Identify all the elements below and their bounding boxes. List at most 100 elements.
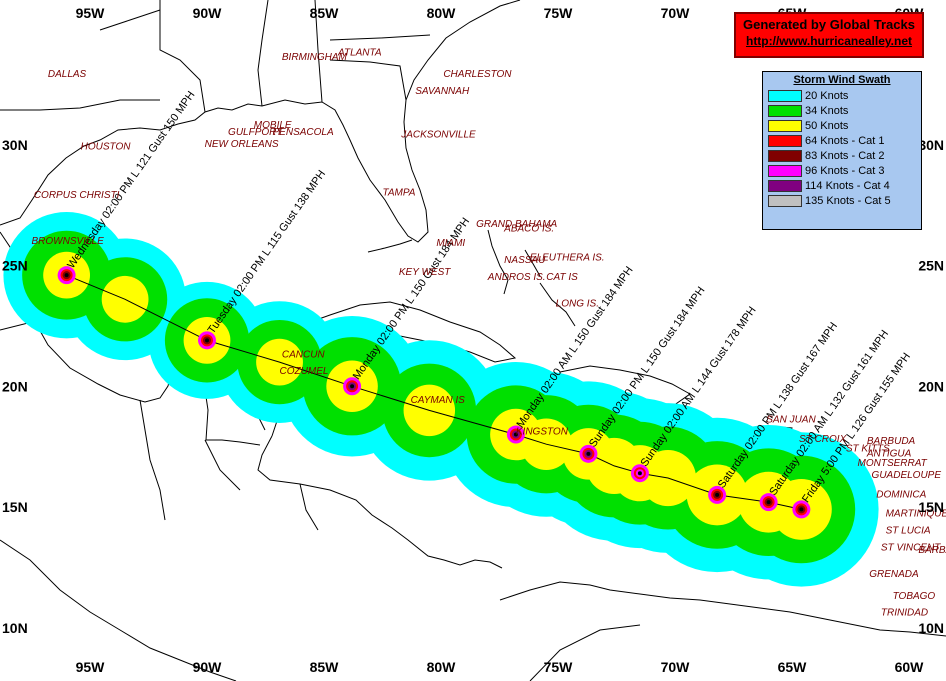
source-banner: Generated by Global Tracks http://www.hu…	[734, 12, 924, 58]
longitude-label: 70W	[661, 659, 691, 675]
latitude-label: 30N	[918, 137, 944, 153]
place-label: GUADELOUPE	[872, 470, 942, 481]
marker-eye	[586, 451, 591, 456]
banner-url-link[interactable]: http://www.hurricanealley.net	[745, 34, 913, 48]
legend-entry-label: 20 Knots	[805, 90, 849, 102]
place-label: NEW ORLEANS	[205, 139, 279, 150]
place-label: PENSACOLA	[273, 127, 334, 138]
longitude-label: 75W	[544, 5, 574, 21]
legend-entry: 135 Knots - Cat 5	[763, 194, 921, 209]
legend-swatch	[768, 180, 802, 192]
longitude-label: 90W	[193, 659, 223, 675]
place-label: ST KITTS	[846, 443, 890, 454]
place-label: BARBUDA	[867, 436, 916, 447]
storm-center-marker	[708, 485, 727, 504]
place-label: TRINIDAD	[881, 608, 928, 619]
place-label: ANTIGUA	[866, 448, 912, 459]
legend-entry: 34 Knots	[763, 104, 921, 119]
legend-entry-label: 135 Knots - Cat 5	[805, 195, 891, 207]
place-label: MARTINIQUE	[886, 509, 946, 520]
legend-entry-label: 64 Knots - Cat 1	[805, 135, 885, 147]
legend-swatch	[768, 195, 802, 207]
legend-entry-label: 50 Knots	[805, 120, 849, 132]
longitude-label: 90W	[193, 5, 223, 21]
place-label: ST VINCENT	[881, 542, 941, 553]
longitude-label: 60W	[895, 659, 925, 675]
marker-eye	[715, 492, 720, 497]
place-label: MONTSERRAT	[858, 458, 928, 469]
longitude-label: 80W	[427, 5, 457, 21]
latitude-label: 25N	[918, 258, 944, 274]
longitude-label: 95W	[76, 659, 106, 675]
place-label: TOBAGO	[893, 591, 936, 602]
place-label: GULFPORT	[228, 127, 283, 138]
legend-swatch	[768, 150, 802, 162]
storm-center-marker	[343, 377, 362, 396]
marker-eye	[799, 507, 804, 512]
longitude-label: 65W	[778, 659, 808, 675]
latitude-label: 20N	[2, 378, 28, 394]
place-label: DALLAS	[48, 69, 87, 80]
legend-entry-label: 114 Knots - Cat 4	[805, 180, 890, 192]
legend-entry: 83 Knots - Cat 2	[763, 149, 921, 164]
place-label: LONG IS.	[556, 299, 599, 310]
legend-title: Storm Wind Swath	[793, 74, 891, 86]
longitude-label: 70W	[661, 5, 691, 21]
storm-centers	[57, 266, 811, 519]
legend-swatch	[768, 90, 802, 102]
place-label: TAMPA	[383, 187, 416, 198]
latitude-label: 10N	[918, 620, 944, 636]
legend-entry-label: 83 Knots - Cat 2	[805, 150, 885, 162]
legend-swatch	[768, 105, 802, 117]
latitude-label: 30N	[2, 137, 28, 153]
banner-title: Generated by Global Tracks	[743, 17, 915, 32]
legend-entry: 96 Knots - Cat 3	[763, 164, 921, 179]
place-label: ATLANTA	[337, 47, 382, 58]
storm-center-marker	[792, 500, 811, 519]
place-label: CORPUS CHRISTI	[34, 190, 120, 201]
place-label: CAYMAN IS	[411, 395, 466, 406]
place-label: JACKSONVILLE	[400, 130, 476, 141]
place-label: ABACO IS.	[503, 224, 554, 235]
place-label: BARBADOS	[918, 545, 946, 556]
legend-entry: 20 Knots	[763, 89, 921, 104]
longitude-label: 75W	[544, 659, 574, 675]
longitude-label: 95W	[76, 5, 106, 21]
place-label: ANDROS IS.	[487, 272, 546, 283]
storm-wind-swath-legend: Storm Wind Swath 20 Knots 34 Knots 50 Kn…	[762, 71, 922, 230]
place-label: GRENADA	[869, 569, 919, 580]
place-label: SAN JUAN	[766, 414, 816, 425]
storm-center-marker	[579, 444, 598, 463]
place-label: COZUMEL	[280, 366, 329, 377]
legend-swatch	[768, 165, 802, 177]
marker-eye	[513, 432, 518, 437]
latitude-label: 25N	[2, 258, 28, 274]
legend-entry: 50 Knots	[763, 119, 921, 134]
place-label: HOUSTON	[81, 142, 132, 153]
marker-eye	[350, 384, 355, 389]
place-label: NASSAU	[504, 255, 546, 266]
storm-center-marker	[506, 425, 525, 444]
place-label: GRAND BAHAMA	[476, 219, 557, 230]
longitude-label: 85W	[310, 5, 340, 21]
place-label: CHARLESTON	[443, 69, 512, 80]
legend-swatch	[768, 120, 802, 132]
storm-center-marker	[57, 266, 76, 285]
place-label: MIAMI	[436, 238, 465, 249]
longitude-label: 85W	[310, 659, 340, 675]
marker-eye	[64, 273, 69, 278]
storm-center-marker	[198, 331, 216, 350]
place-label: KINGSTON	[516, 427, 569, 438]
place-label: KEY WEST	[399, 267, 451, 278]
marker-eye	[637, 471, 642, 476]
place-label: ELEUTHERA IS.	[530, 253, 605, 264]
legend-entry-label: 34 Knots	[805, 105, 849, 117]
marker-eye	[205, 338, 209, 343]
legend-entry-label: 96 Knots - Cat 3	[805, 165, 885, 177]
place-label: ST CROIX	[799, 434, 847, 445]
longitude-label: 80W	[427, 659, 457, 675]
storm-center-marker	[630, 464, 649, 483]
latitude-label: 20N	[918, 378, 944, 394]
